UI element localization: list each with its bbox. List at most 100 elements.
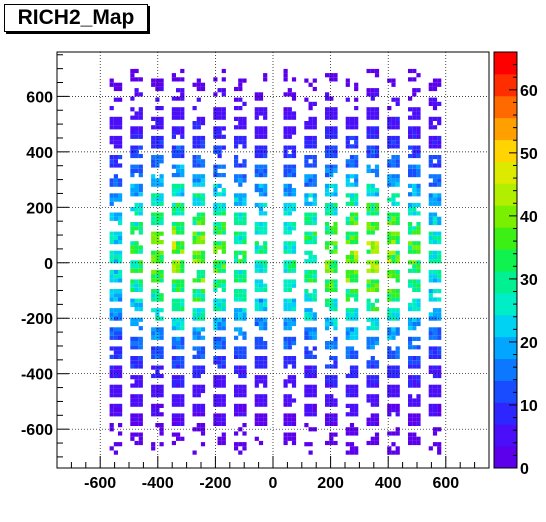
pmt-pixel <box>395 346 400 351</box>
pmt-pixel <box>291 307 297 312</box>
pmt-cluster <box>345 116 359 130</box>
pmt-cluster <box>254 222 268 235</box>
pmt-pixel <box>374 222 380 227</box>
pmt-pixel <box>437 365 442 370</box>
pmt-pixel <box>213 222 218 227</box>
pmt-pixel <box>217 153 222 159</box>
pmt-pixel <box>308 373 313 379</box>
pmt-pixel <box>432 116 438 121</box>
pmt-cluster <box>428 346 442 359</box>
pmt-pixel <box>200 178 206 183</box>
pmt-pixel <box>325 283 330 288</box>
pmt-cluster <box>192 174 206 187</box>
pmt-pixel <box>238 388 243 394</box>
pmt-pixel <box>155 384 160 389</box>
pmt-pixel <box>221 77 226 82</box>
pmt-pixel <box>192 354 197 359</box>
pmt-pixel <box>391 178 396 183</box>
pmt-pixel <box>134 317 139 322</box>
pmt-pixel <box>416 302 421 307</box>
pmt-pixel <box>138 134 143 139</box>
pmt-pixel <box>263 402 268 407</box>
pmt-pixel <box>138 345 143 350</box>
pmt-pixel <box>263 145 268 150</box>
pmt-pixel <box>370 302 375 307</box>
pmt-pixel <box>176 207 181 212</box>
pmt-pixel <box>291 249 297 254</box>
pmt-pixel <box>283 402 288 407</box>
pmt-pixel <box>242 289 247 294</box>
pmt-pixel <box>325 115 330 120</box>
pmt-cluster <box>130 107 143 120</box>
pmt-pixel <box>180 364 185 369</box>
pmt-pixel <box>366 268 371 273</box>
pmt-pixel <box>374 134 380 139</box>
pmt-pixel <box>217 126 222 131</box>
pmt-pixel <box>159 316 164 321</box>
pmt-pixel <box>437 144 442 149</box>
pmt-pixel <box>412 260 417 265</box>
pmt-pixel <box>118 259 123 264</box>
pmt-pixel <box>291 241 297 246</box>
pmt-pixel <box>176 130 181 135</box>
color-scale-band <box>494 402 517 425</box>
pmt-pixel <box>416 115 421 120</box>
pmt-pixel <box>134 202 139 208</box>
pmt-pixel <box>196 423 201 428</box>
pmt-pixel <box>113 412 118 417</box>
pmt-pixel <box>312 163 317 168</box>
pmt-pixel <box>171 336 176 341</box>
pmt-pixel <box>374 188 380 193</box>
pmt-cluster <box>130 298 143 312</box>
pmt-pixel <box>325 279 330 284</box>
pmt-pixel <box>176 375 181 380</box>
pmt-pixel <box>192 308 197 313</box>
pmt-pixel <box>329 192 334 197</box>
pmt-cluster <box>408 413 421 426</box>
pmt-pixel <box>387 178 392 183</box>
pmt-pixel <box>159 116 164 121</box>
pmt-pixel <box>308 178 313 183</box>
pmt-pixel <box>196 231 201 236</box>
pmt-pixel <box>180 402 185 407</box>
pmt-cluster <box>345 97 359 111</box>
pmt-pixel <box>308 269 313 275</box>
pmt-pixel <box>171 192 176 197</box>
pmt-pixel <box>283 68 288 74</box>
pmt-pixel <box>333 360 338 365</box>
pmt-pixel <box>437 312 442 317</box>
pmt-pixel <box>130 264 135 269</box>
pmt-pixel <box>432 403 438 408</box>
pmt-pixel <box>155 140 160 145</box>
pmt-pixel <box>238 201 243 206</box>
pmt-pixel <box>213 360 218 365</box>
pmt-pixel <box>130 77 135 82</box>
pmt-pixel <box>238 174 243 179</box>
pmt-pixel <box>408 107 413 112</box>
pmt-pixel <box>325 188 330 193</box>
pmt-cluster <box>366 336 380 350</box>
pmt-pixel <box>155 269 160 275</box>
pmt-pixel <box>354 197 359 202</box>
y-tick-label: -600 <box>21 422 53 439</box>
pmt-pixel <box>200 427 206 432</box>
pmt-pixel <box>130 230 135 235</box>
pmt-pixel <box>283 283 288 288</box>
pmt-pixel <box>395 97 400 102</box>
pmt-pixel <box>370 379 375 384</box>
pmt-pixel <box>109 250 114 255</box>
pmt-pixel <box>354 388 359 394</box>
pmt-pixel <box>242 235 247 240</box>
pmt-pixel <box>180 345 185 350</box>
pmt-pixel <box>217 345 222 350</box>
pmt-pixel <box>151 231 156 236</box>
pmt-pixel <box>283 202 288 208</box>
pmt-pixel <box>304 78 309 83</box>
pmt-cluster <box>283 260 297 273</box>
pmt-pixel <box>130 402 135 407</box>
pmt-pixel <box>113 163 118 168</box>
pmt-cluster <box>366 183 380 197</box>
pmt-pixel <box>176 302 181 307</box>
pmt-pixel <box>354 431 359 436</box>
pmt-pixel <box>349 403 355 408</box>
